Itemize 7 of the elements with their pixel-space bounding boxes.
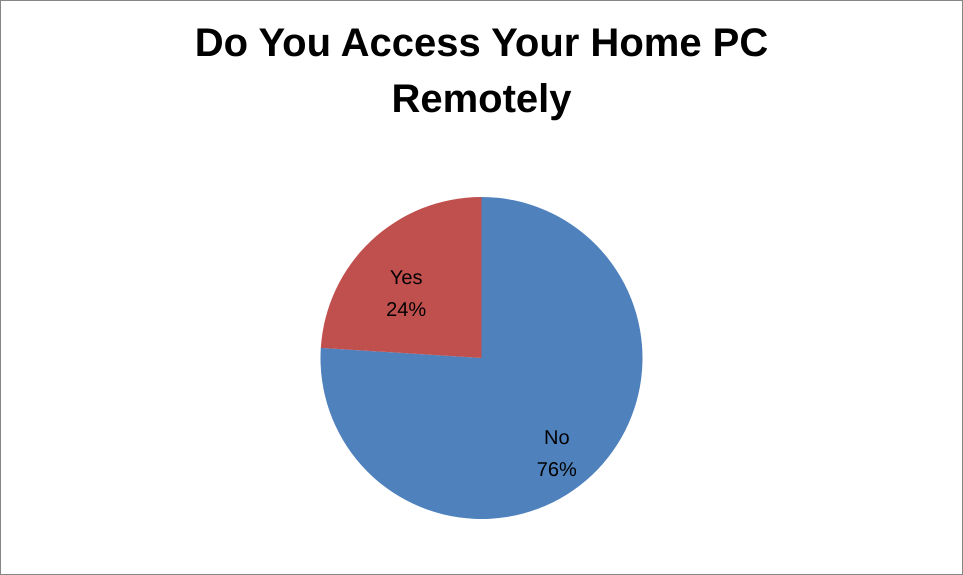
data-label: 76% [536, 459, 578, 482]
slice-label: No [544, 427, 570, 450]
data-label: 24% [386, 298, 426, 321]
pie-slice [320, 197, 642, 519]
chart-title: Do You Access Your Home PC Remotely [194, 21, 768, 121]
slice-label: Yes [390, 266, 423, 289]
pie-slice [320, 197, 482, 358]
